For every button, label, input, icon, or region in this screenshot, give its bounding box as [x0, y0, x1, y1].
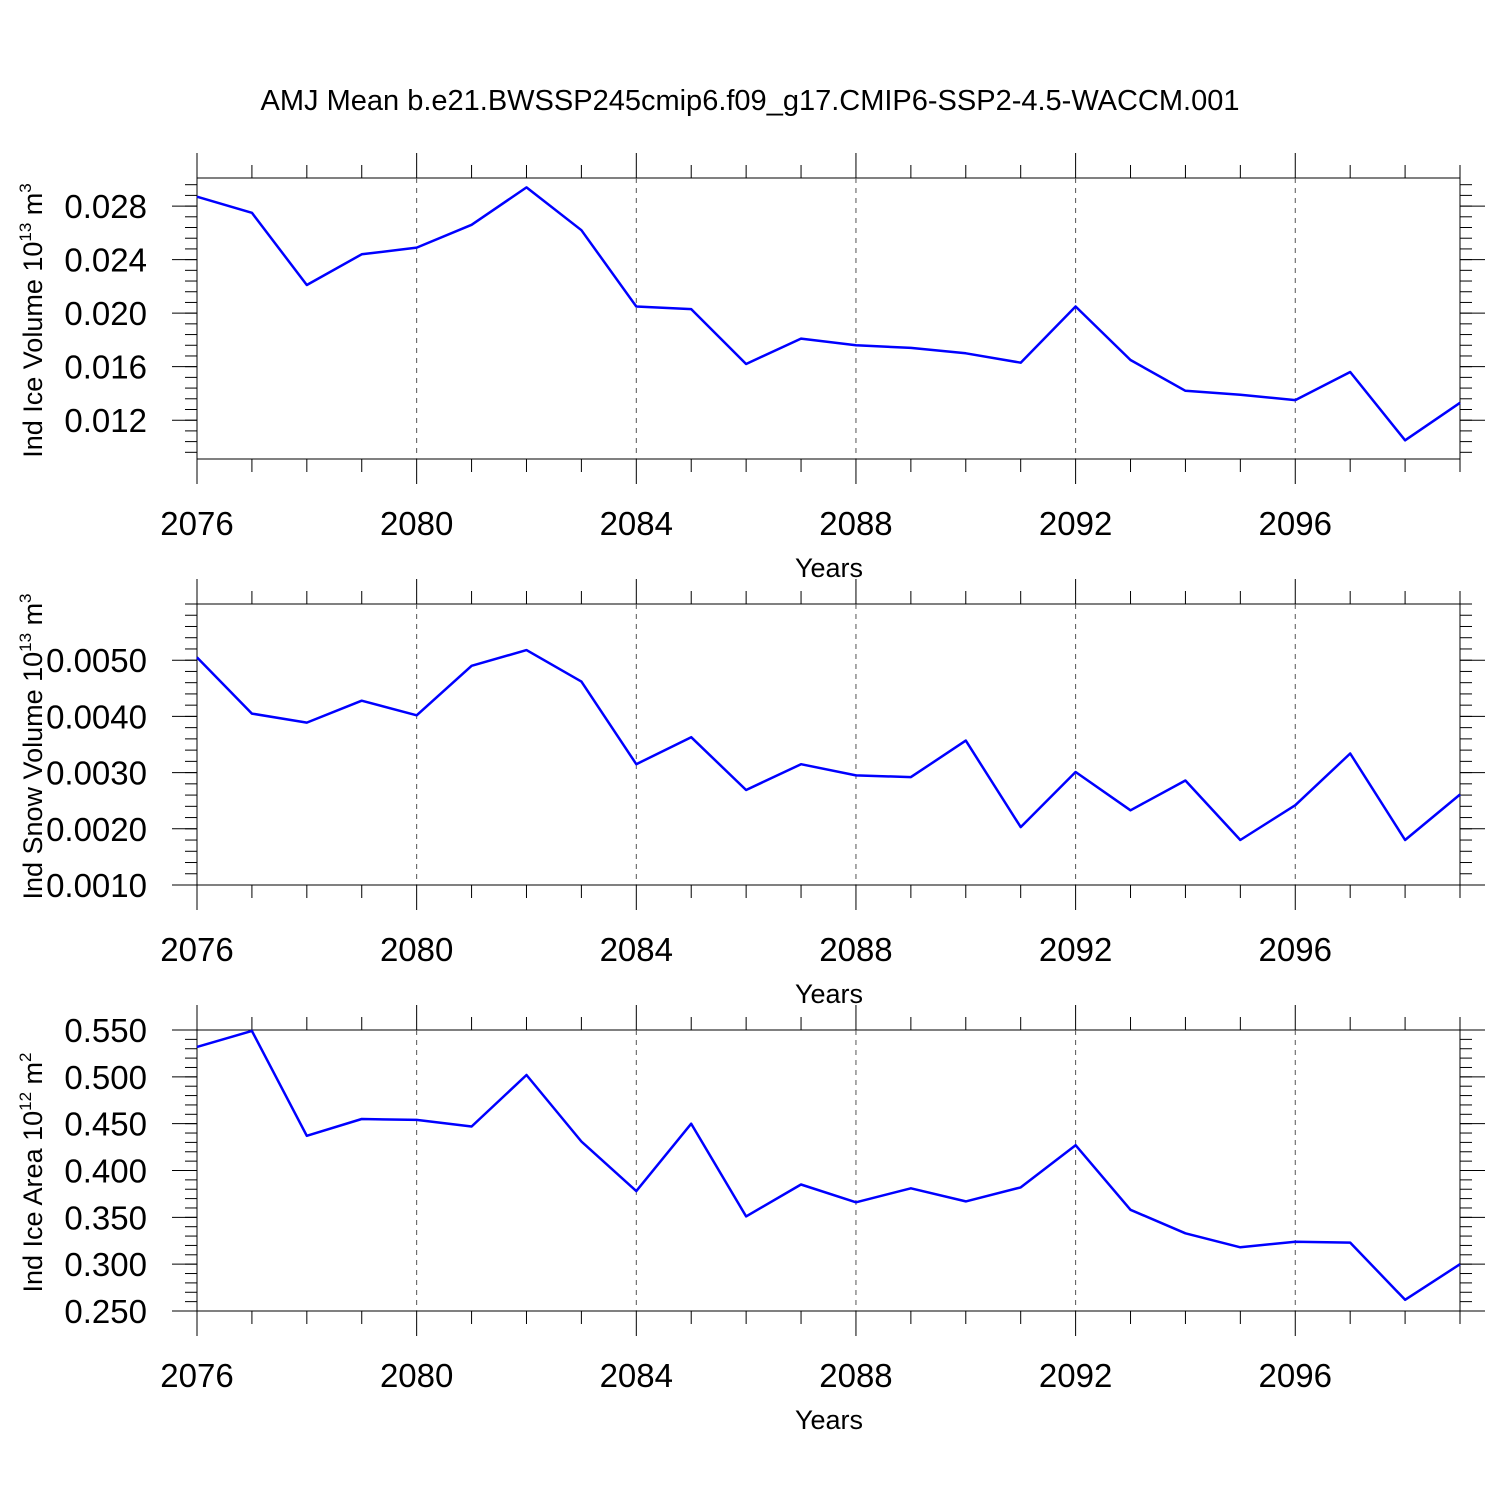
plot-frame [196, 1029, 1461, 1312]
y-tick-label: 0.250 [64, 1293, 147, 1330]
chart-panel-1: 0.012 0.016 0.020 0.024 0.028 2076 2080 2084 208… [16, 153, 1485, 583]
x-tick-label: 2080 [380, 505, 453, 542]
y-tick-label: 0.0020 [46, 811, 147, 848]
y-tick-label: 0.0030 [46, 755, 147, 792]
plot-frame [196, 177, 1461, 460]
series-line [196, 1029, 1461, 1302]
x-tick-label: 2088 [819, 1357, 892, 1394]
chart-panel-3: 0.250 0.300 0.350 0.400 0.450 0.500 0.550 2076 2… [16, 1005, 1485, 1435]
x-tick-label: 2076 [160, 1357, 233, 1394]
y-tick-label: 0.550 [64, 1012, 147, 1049]
y-axis-title: Ind Snow Volume 1013 m3 [16, 593, 48, 899]
series-line [196, 186, 1461, 442]
y-axis-title-text: Ind Ice Volume 10 [18, 242, 48, 458]
y-axis-title-superscript: 13 [16, 223, 35, 242]
x-tick-label: 2084 [600, 1357, 673, 1394]
y-tick-label: 0.450 [64, 1106, 147, 1143]
plot-frame [196, 603, 1461, 886]
x-tick-label: 2084 [600, 931, 673, 968]
y-tick-label: 0.300 [64, 1246, 147, 1283]
y-tick-label: 0.016 [64, 349, 147, 386]
x-tick-label: 2096 [1259, 931, 1332, 968]
y-tick-label: 0.500 [64, 1059, 147, 1096]
y-axis-title-superscript: 3 [16, 183, 35, 192]
x-tick-label: 2092 [1039, 931, 1112, 968]
x-axis-title: Years [795, 1405, 863, 1435]
x-tick-label: 2092 [1039, 1357, 1112, 1394]
y-tick-label: 0.028 [64, 188, 147, 225]
x-axis-title: Years [795, 979, 863, 1009]
x-tick-label: 2076 [160, 505, 233, 542]
y-tick-label: 0.024 [64, 242, 147, 279]
y-tick-label: 0.0050 [46, 642, 147, 679]
y-axis-title: Ind Ice Volume 1013 m3 [16, 183, 48, 458]
x-tick-label: 2080 [380, 931, 453, 968]
y-axis-title-superscript: 3 [16, 593, 35, 602]
y-axis-title-text: m [18, 1062, 48, 1092]
y-tick-label: 0.012 [64, 402, 147, 439]
x-tick-label: 2088 [819, 931, 892, 968]
y-axis-title-superscript: 12 [16, 1092, 35, 1111]
y-tick-label: 0.020 [64, 295, 147, 332]
y-tick-label: 0.350 [64, 1199, 147, 1236]
y-tick-label: 0.400 [64, 1153, 147, 1190]
y-axis-title-superscript: 2 [16, 1052, 35, 1061]
x-tick-label: 2096 [1259, 505, 1332, 542]
x-tick-label: 2080 [380, 1357, 453, 1394]
x-axis-title: Years [795, 553, 863, 583]
y-axis-title-text: Ind Snow Volume 10 [18, 652, 48, 900]
chart-panel-2: 0.0010 0.0020 0.0030 0.0040 0.0050 2076 2080 20… [16, 579, 1485, 1009]
y-axis-title-text: m [18, 193, 48, 223]
x-tick-label: 2092 [1039, 505, 1112, 542]
y-axis-title-superscript: 13 [16, 633, 35, 652]
x-tick-label: 2076 [160, 931, 233, 968]
y-tick-label: 0.0010 [46, 867, 147, 904]
y-axis-title: Ind Ice Area 1012 m2 [16, 1052, 48, 1292]
series-line [196, 648, 1461, 842]
x-tick-label: 2088 [819, 505, 892, 542]
y-tick-label: 0.0040 [46, 698, 147, 735]
figure-title: AMJ Mean b.e21.BWSSP245cmip6.f09_g17.CMI… [260, 85, 1240, 117]
y-axis-title-text: Ind Ice Area 10 [18, 1111, 48, 1293]
x-tick-label: 2084 [600, 505, 673, 542]
y-axis-title-text: m [18, 603, 48, 633]
x-tick-label: 2096 [1259, 1357, 1332, 1394]
